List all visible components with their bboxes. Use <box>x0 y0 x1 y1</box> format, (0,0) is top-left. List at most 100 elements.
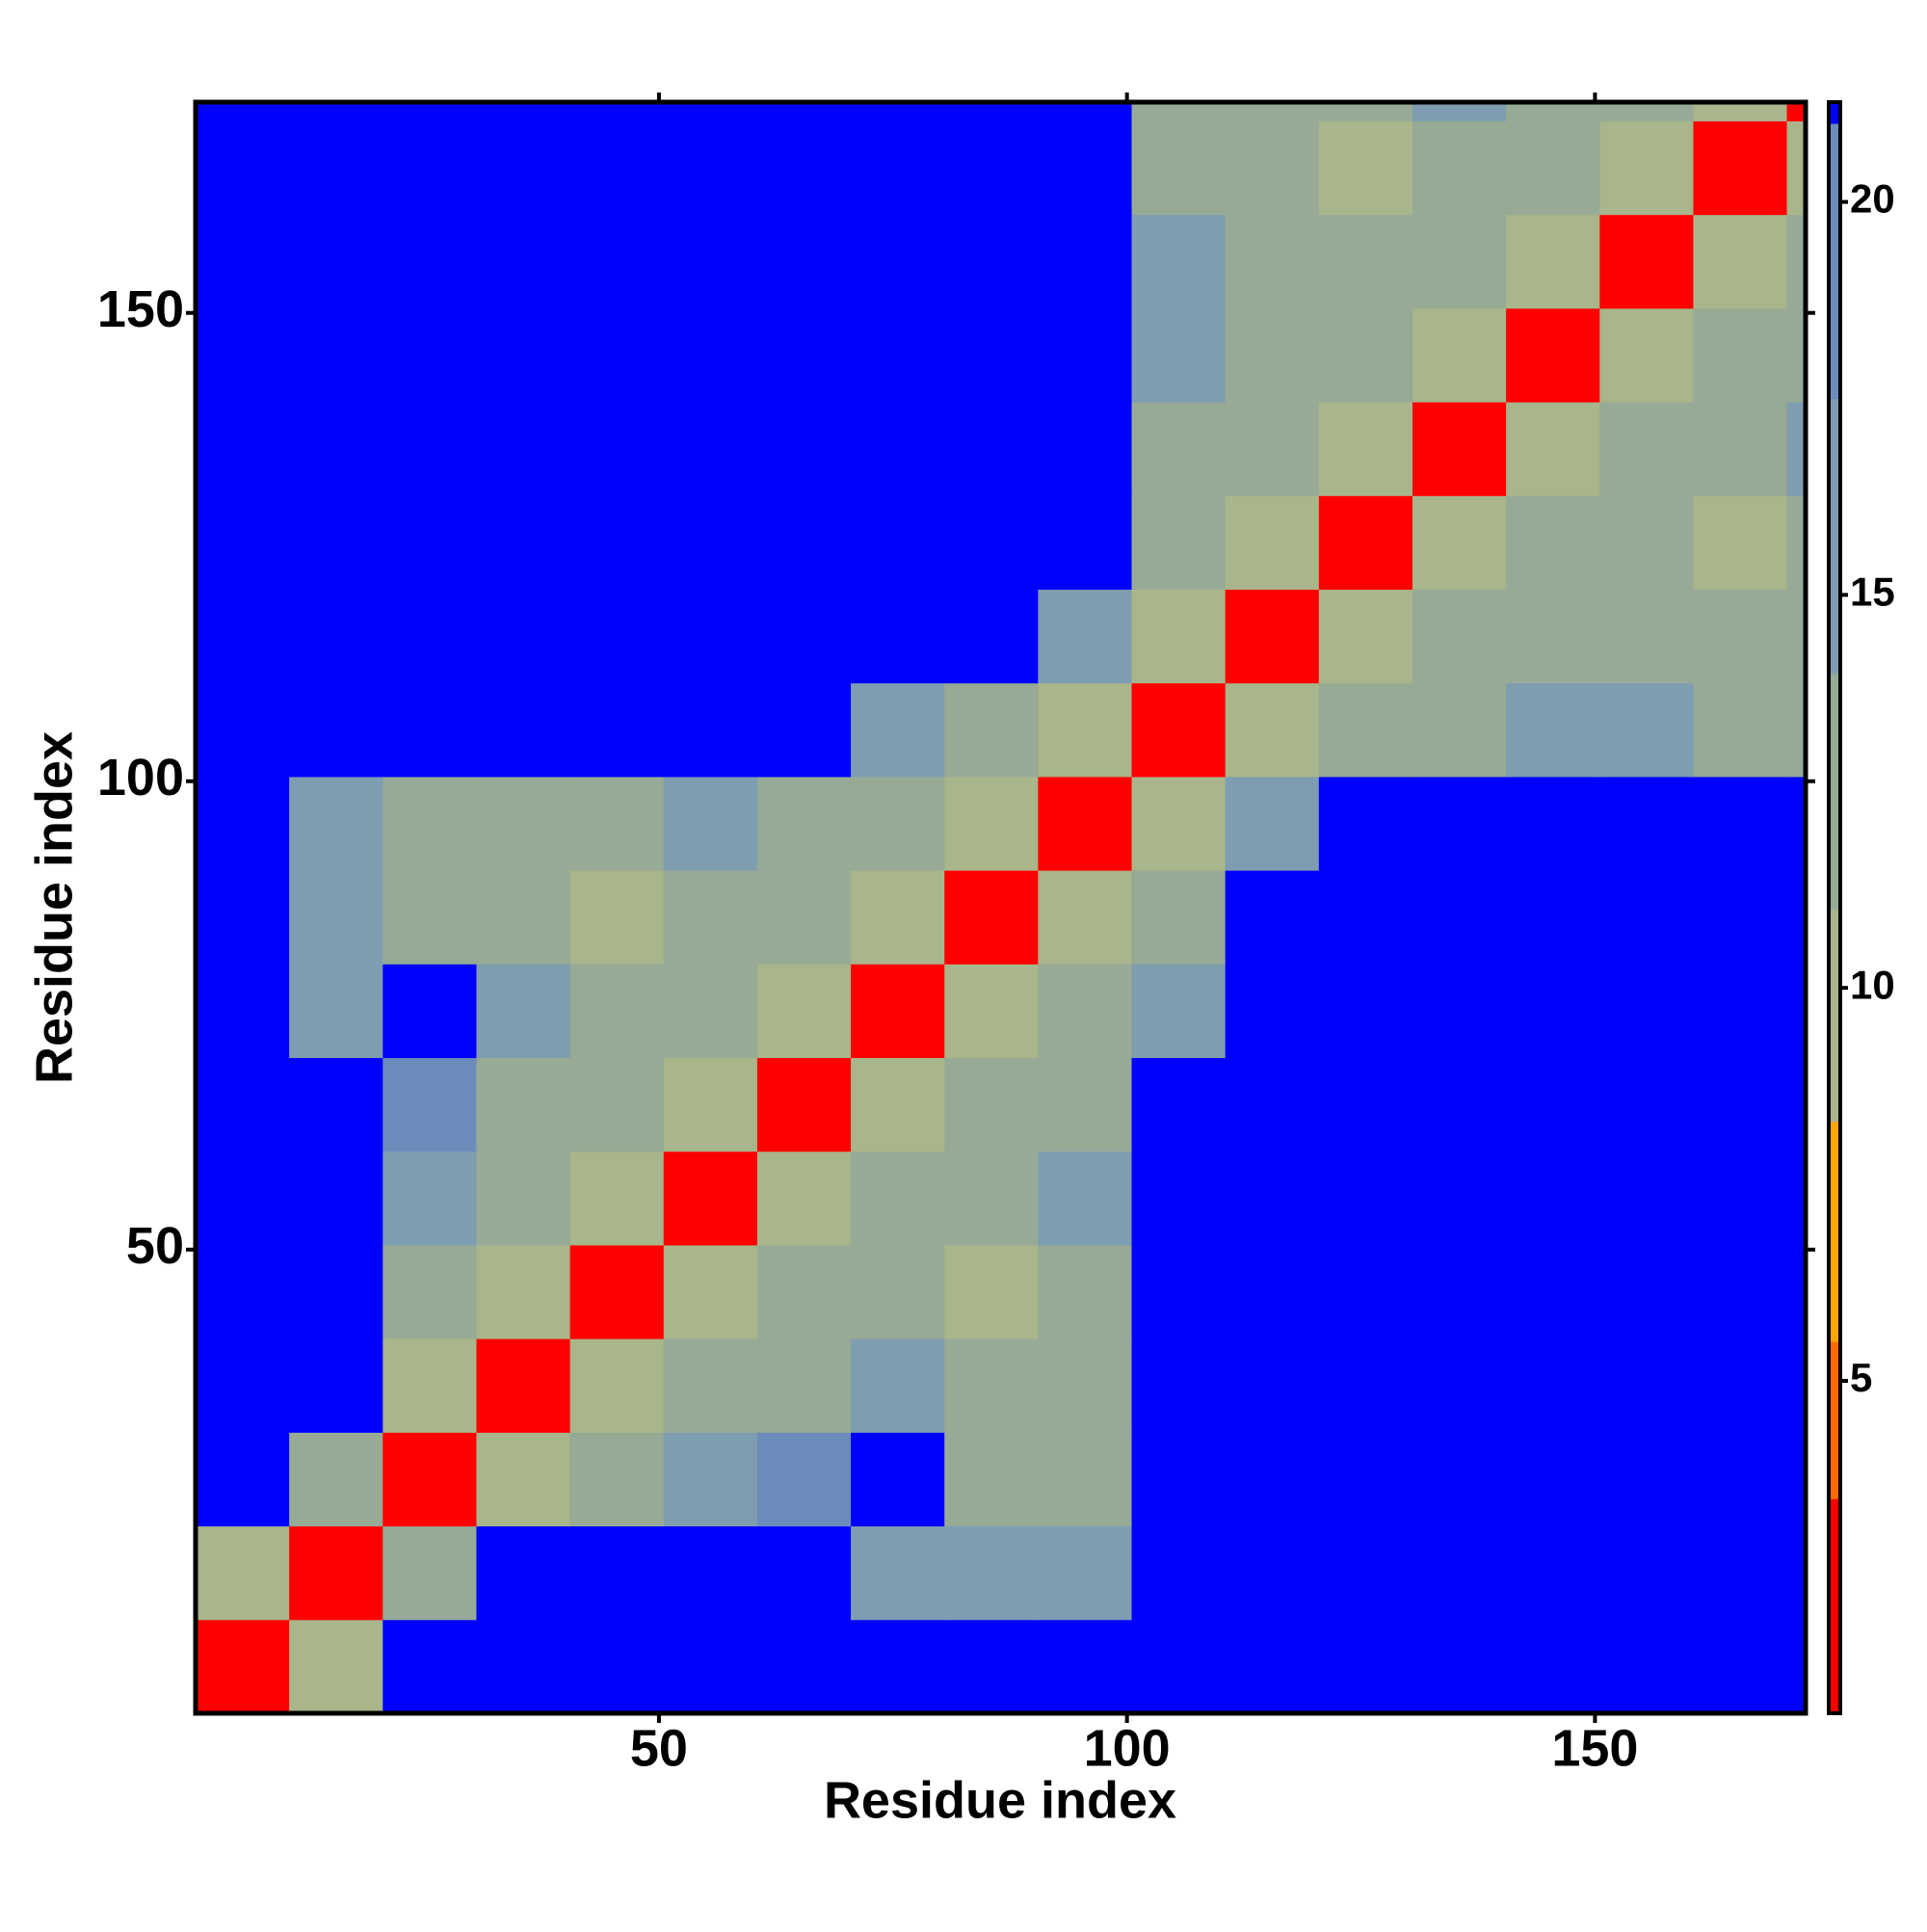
heatmap-cell <box>1412 964 1507 1059</box>
heatmap-cell <box>569 870 665 965</box>
heatmap-cell <box>1506 120 1600 216</box>
heatmap-cell <box>1225 1338 1320 1433</box>
heatmap-cell <box>663 589 758 684</box>
heatmap-cell <box>851 214 945 309</box>
heatmap-cell <box>1412 1244 1507 1339</box>
heatmap-cell <box>1693 402 1788 496</box>
heatmap-cell <box>1599 307 1694 403</box>
heatmap-cell <box>1412 1338 1507 1433</box>
heatmap-cell <box>1131 214 1227 309</box>
heatmap-cell <box>1506 589 1600 684</box>
heatmap-cell <box>1225 964 1320 1059</box>
heatmap-cell <box>1599 1432 1694 1527</box>
heatmap-cell <box>383 870 477 965</box>
heatmap-cell <box>1318 102 1413 121</box>
heatmap-cell <box>1506 307 1600 403</box>
heatmap-cell <box>663 1619 758 1713</box>
heatmap-cell <box>756 1151 852 1246</box>
heatmap-cell <box>851 495 945 590</box>
heatmap-cell <box>1131 589 1227 684</box>
heatmap-cell <box>944 682 1039 778</box>
heatmap-cell <box>289 1151 383 1246</box>
heatmap-cell <box>289 1432 383 1527</box>
heatmap-cell <box>851 307 945 403</box>
heatmap-cell <box>1038 307 1133 403</box>
heatmap-cell <box>1599 964 1694 1059</box>
heatmap-cell <box>663 1432 758 1527</box>
heatmap-cell <box>1506 1338 1600 1433</box>
heatmap-cell <box>1786 1338 1806 1433</box>
heatmap-cell <box>1693 870 1788 965</box>
heatmap-cell <box>1506 1432 1600 1527</box>
colorbar-segment <box>1829 1121 1840 1342</box>
heatmap-cell <box>196 214 290 309</box>
heatmap-cell <box>196 776 290 871</box>
heatmap-cell <box>383 1057 477 1152</box>
heatmap-cell <box>569 1619 665 1713</box>
colorbar-segment <box>1829 102 1840 124</box>
heatmap-cell <box>1038 964 1133 1059</box>
heatmap-cell <box>196 870 290 965</box>
heatmap-cell <box>1599 120 1694 216</box>
heatmap-cell <box>663 1151 758 1246</box>
heatmap-cell <box>944 1619 1039 1713</box>
x-tick-label: 150 <box>1551 1719 1638 1777</box>
heatmap-cell <box>289 402 383 496</box>
heatmap-cell <box>569 1432 665 1527</box>
heatmap-cell <box>1318 1244 1413 1339</box>
heatmap-cell <box>663 870 758 965</box>
heatmap-cell <box>1225 870 1320 965</box>
heatmap-cell <box>383 102 477 121</box>
heatmap-cell <box>1693 1432 1788 1527</box>
heatmap-cell <box>1318 1057 1413 1152</box>
heatmap-cell <box>756 102 852 121</box>
heatmap-cell <box>569 402 665 496</box>
heatmap-cell <box>663 1057 758 1152</box>
heatmap-cell <box>756 964 852 1059</box>
heatmap-cell <box>476 589 571 684</box>
heatmap-cell <box>944 102 1039 121</box>
heatmap-cell <box>1599 1525 1694 1621</box>
heatmap-cell <box>569 120 665 216</box>
heatmap-cell <box>196 964 290 1059</box>
heatmap-cell <box>383 1525 477 1621</box>
heatmap-cell <box>1693 120 1788 216</box>
heatmap-cell <box>476 1244 571 1339</box>
heatmap-cell <box>1506 776 1600 871</box>
heatmap-cell <box>1225 102 1320 121</box>
heatmap-cell <box>756 776 852 871</box>
heatmap-cell <box>476 1525 571 1621</box>
heatmap-cell <box>851 1338 945 1433</box>
heatmap-cell <box>383 589 477 684</box>
heatmap-cell <box>756 1619 852 1713</box>
heatmap-cell <box>1693 776 1788 871</box>
heatmap-cell <box>289 682 383 778</box>
heatmap-cell <box>756 1338 852 1433</box>
x-tick-label: 100 <box>1084 1719 1171 1777</box>
heatmap-cell <box>569 1338 665 1433</box>
heatmap-cell <box>944 1244 1039 1339</box>
heatmap-cell <box>1412 1057 1507 1152</box>
heatmap-cell <box>1131 1151 1227 1246</box>
heatmap-cell <box>944 964 1039 1059</box>
heatmap-cell <box>944 1057 1039 1152</box>
heatmap-cell <box>756 1525 852 1621</box>
heatmap-cell <box>851 102 945 121</box>
heatmap-cell <box>383 307 477 403</box>
heatmap-cell <box>663 1244 758 1339</box>
heatmap-cell <box>663 682 758 778</box>
heatmap-cell <box>289 1338 383 1433</box>
heatmap-cell <box>196 1338 290 1433</box>
heatmap-cell <box>1599 776 1694 871</box>
heatmap-cell <box>1786 402 1806 496</box>
heatmap-cell <box>1131 120 1227 216</box>
heatmap-cell <box>196 1244 290 1339</box>
heatmap-cell <box>1318 964 1413 1059</box>
heatmap-cell <box>1225 1432 1320 1527</box>
heatmap-cell <box>476 307 571 403</box>
heatmap-cell <box>476 682 571 778</box>
heatmap-cell <box>1786 964 1806 1059</box>
heatmap-cell <box>1506 870 1600 965</box>
heatmap-cell <box>944 120 1039 216</box>
heatmap-cell <box>476 1057 571 1152</box>
